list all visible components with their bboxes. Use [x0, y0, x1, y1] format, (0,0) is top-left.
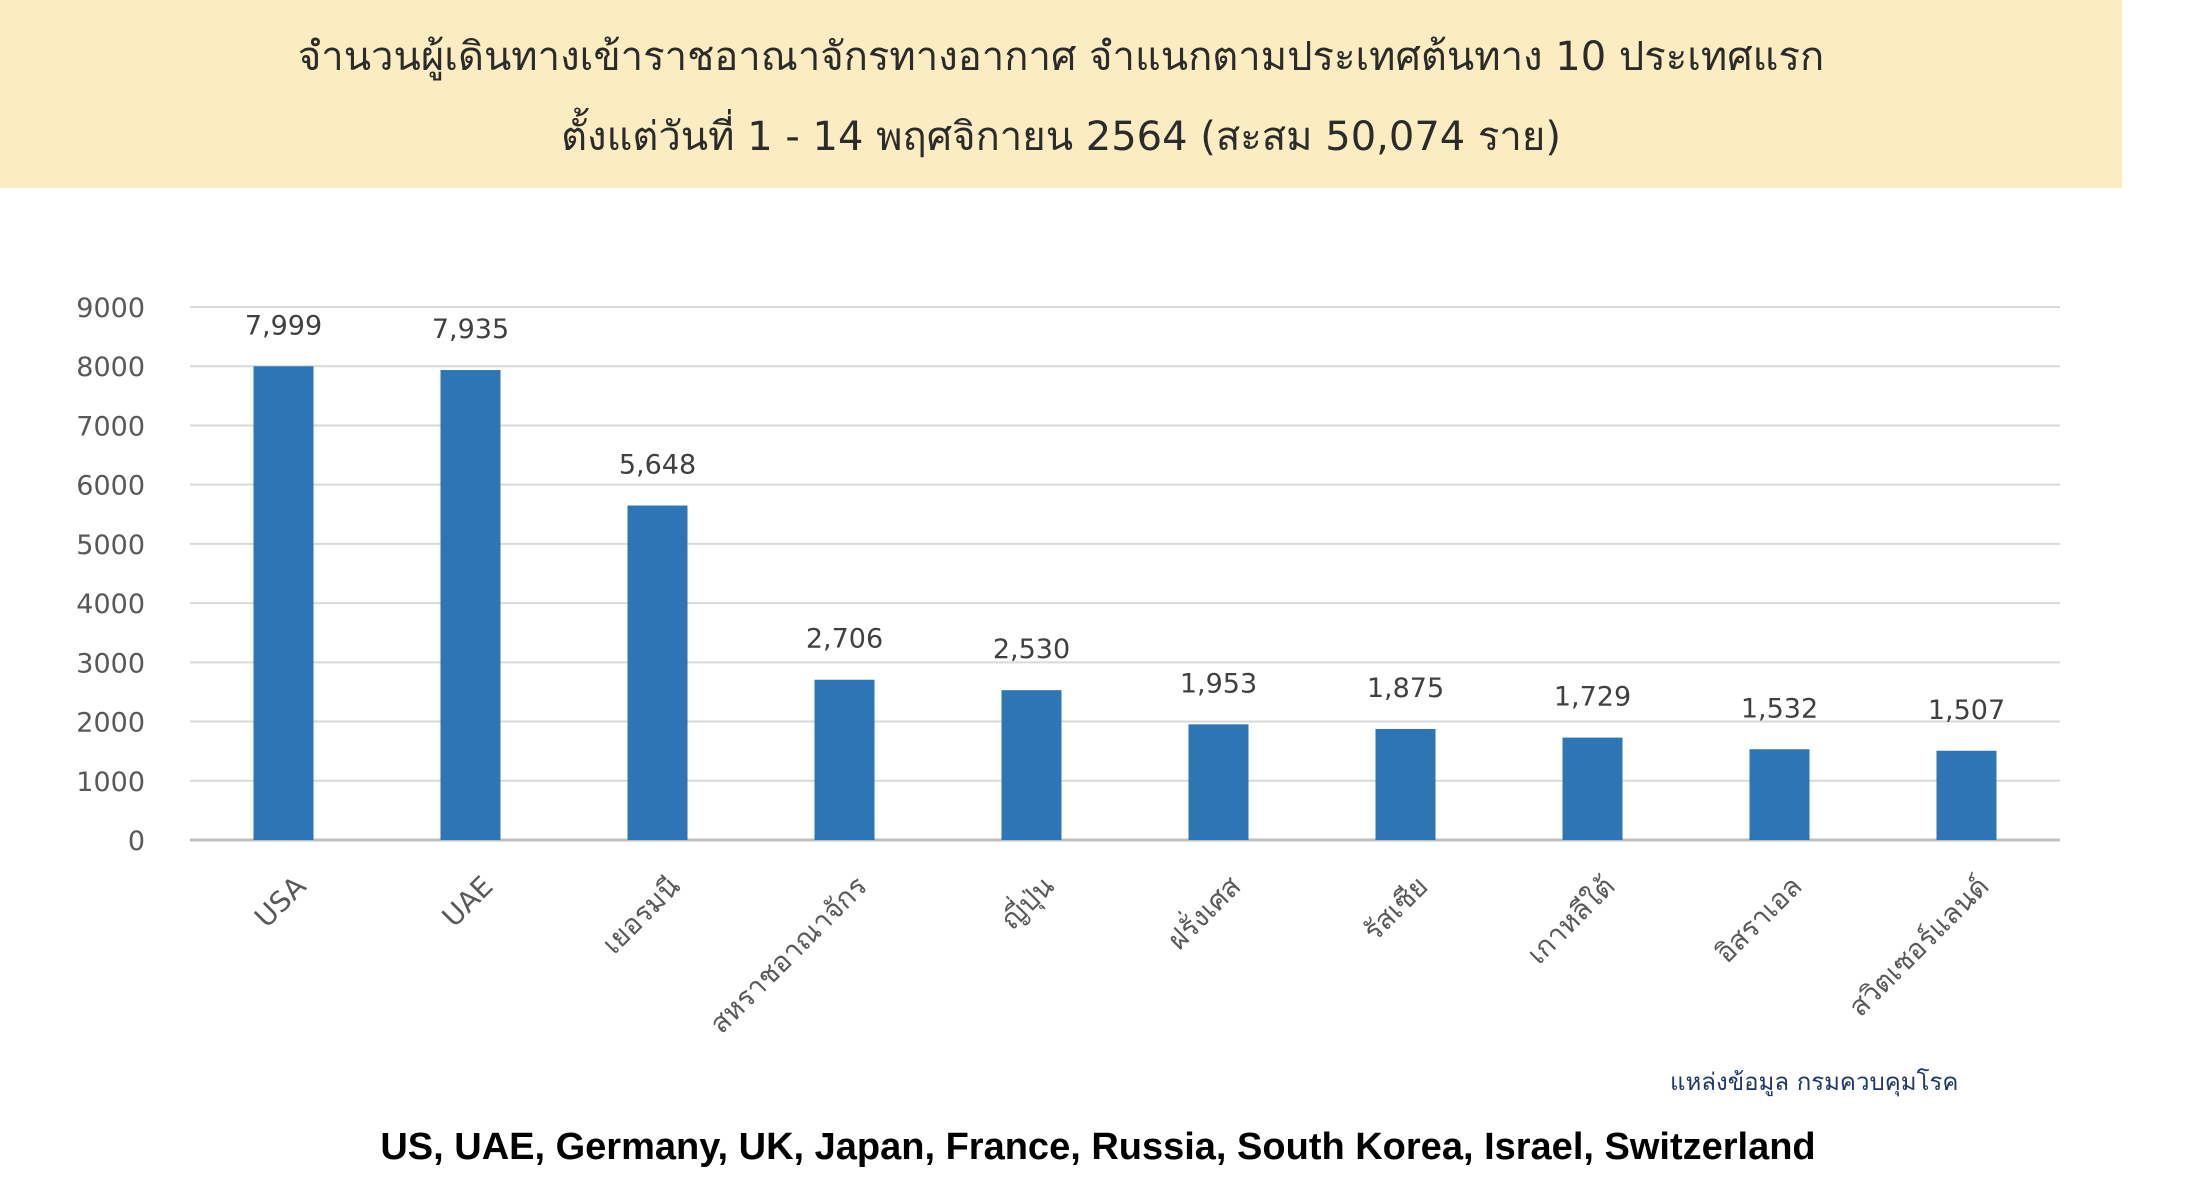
y-tick-label: 7000	[76, 411, 145, 442]
data-label: 2,530	[993, 634, 1070, 665]
bar	[1188, 724, 1249, 840]
data-label: 1,729	[1554, 682, 1631, 713]
chart-title-line-1: จำนวนผู้เดินทางเข้าราชอาณาจักรทางอากาศ จ…	[297, 34, 1825, 80]
title-banner: จำนวนผู้เดินทางเข้าราชอาณาจักรทางอากาศ จ…	[0, 0, 2122, 188]
data-label: 7,935	[432, 314, 509, 345]
category-label: สวิตเซอร์แลนด์	[1842, 870, 1995, 1023]
data-label: 2,706	[806, 624, 883, 655]
bar	[1749, 749, 1810, 840]
y-tick-label: 0	[128, 826, 145, 857]
y-tick-label: 4000	[76, 589, 145, 620]
bar	[440, 370, 501, 840]
y-tick-label: 2000	[76, 708, 145, 739]
category-label: รัสเซีย	[1357, 870, 1435, 948]
category-label: เยอรมนี	[596, 870, 687, 961]
data-label: 1,507	[1928, 695, 2005, 726]
category-label: สหราชอาณาจักร	[703, 870, 873, 1040]
y-tick-label: 9000	[76, 293, 145, 324]
y-tick-label: 3000	[76, 648, 145, 679]
footer-caption: US, UAE, Germany, UK, Japan, France, Rus…	[380, 1126, 1816, 1168]
category-label: ญี่ปุ่น	[992, 867, 1061, 936]
y-tick-label: 1000	[76, 767, 145, 798]
data-label: 5,648	[619, 450, 696, 481]
y-tick-label: 8000	[76, 352, 145, 383]
bar	[627, 505, 688, 840]
category-label: USA	[248, 870, 312, 934]
bar	[1375, 728, 1436, 840]
bar	[1001, 690, 1062, 840]
y-tick-label: 5000	[76, 530, 145, 561]
y-tick-label: 6000	[76, 471, 145, 502]
source-note: แหล่งข้อมูล กรมควบคุมโรค	[1670, 1068, 1959, 1096]
chart-title-line-2: ตั้งแต่วันที่ 1 - 14 พฤศจิกายน 2564 (สะส…	[561, 114, 1561, 160]
category-label: เกาหลีใต้	[1521, 870, 1622, 971]
bar	[253, 366, 314, 840]
bar	[814, 679, 875, 840]
data-label: 7,999	[245, 310, 322, 341]
category-label: อิสราเอล	[1709, 870, 1809, 970]
bar	[1562, 737, 1623, 840]
data-label: 1,532	[1741, 693, 1818, 724]
data-label: 1,875	[1367, 673, 1444, 704]
data-label: 1,953	[1180, 668, 1257, 699]
category-label: ฝรั่งเศส	[1159, 867, 1248, 956]
category-label: UAE	[436, 870, 500, 934]
bar	[1936, 750, 1997, 840]
